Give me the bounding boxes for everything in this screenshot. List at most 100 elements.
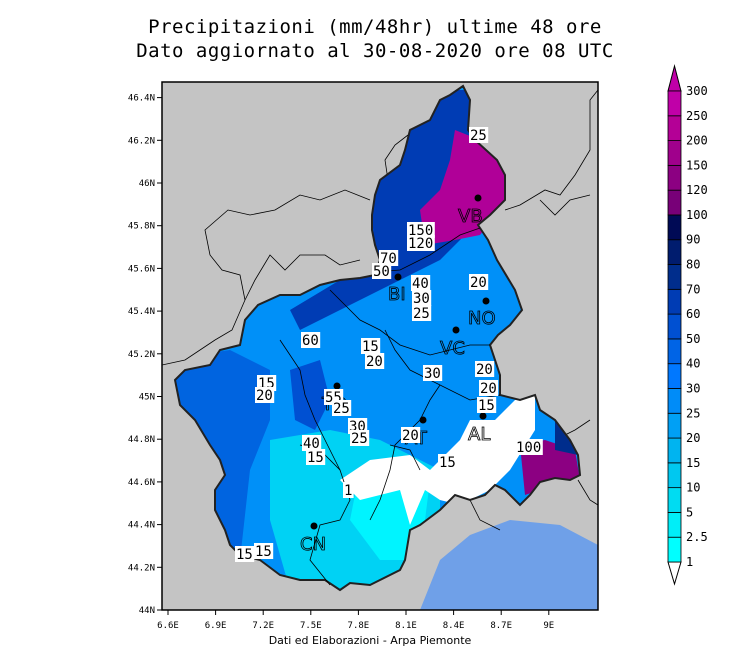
sea [420,520,598,610]
colorbar-swatch [667,189,682,216]
city-label-no: NO [468,308,496,329]
contour-label-bg [301,332,321,348]
contour-label-bg [411,275,431,291]
contour-label: 25 [333,401,350,417]
axis-ticks: 6.6E 6.9E 7.2E 7.5E 7.8E 8.1E 8.4E 8.7E 9E 46.4N 4… [128,94,554,631]
contour-label-bg [254,543,274,559]
colorbar-level-label: 200 [686,134,708,148]
contour-label: 25 [413,306,430,322]
contour-label-bg [423,365,443,381]
city-label-vc: VC [440,338,465,359]
contour-label: 100 [516,440,541,456]
city-label-cn: CN [300,534,326,555]
contour-label-bg [306,449,326,465]
lat-tick-label: 46.2N [128,136,155,146]
lat-tick-label: 44N [139,606,155,616]
data-credit: Dati ed Elaborazioni - Arpa Piemonte [268,634,472,647]
contour-label-bg [412,290,432,306]
contour-label: 60 [302,333,319,349]
contour-label: 40 [303,436,320,452]
colorbar-level-label: 300 [686,84,708,98]
neighbor-borders [162,89,598,531]
contour-label: 1 [344,483,352,499]
rain-zone-vb-heavy [420,130,505,245]
contour-label-bg [372,263,392,279]
colorbar-bottom-arrow [667,561,682,586]
contour-label: 25 [470,128,487,144]
colorbar-level-label: 30 [686,381,700,395]
colorbar-swatch [667,164,682,191]
contour-label-bg [401,427,421,443]
lat-tick-label: 45N [139,393,155,403]
colorbar-swatch [667,462,682,489]
colorbar-swatch [667,115,682,141]
contour-label: 20 [402,428,419,444]
lon-tick-label: 7.5E [300,621,322,631]
map-title-line2: Dato aggiornato al 30-08-2020 ore 08 UTC [136,40,614,62]
colorbar-swatch [667,90,682,117]
city-marker-bi [394,273,402,281]
contour-label-bg [332,400,352,416]
contour-label-bg [515,439,543,455]
contour-label: 15 [439,455,456,471]
map-title-line1: Precipitazioni (mm/48hr) ultime 48 ore [148,16,602,38]
colorbar-level-label: 5 [686,505,693,519]
city-marker-at [419,416,427,424]
colorbar-level-label: 80 [686,258,700,272]
colorbar-swatch [667,437,682,464]
colorbar-swatch [667,512,682,538]
colorbar-level-label: 120 [686,183,708,197]
contour-label: 20 [256,388,273,404]
colorbar-level-label: 40 [686,357,700,371]
contour-label: 15 [255,544,272,560]
lat-tick-label: 45.2N [128,350,155,360]
colorbar-level-label: 250 [686,109,708,123]
lat-tick-label: 46N [139,179,155,189]
colorbar-level-label: 2.5 [686,530,708,544]
colorbar-swatch [667,363,682,389]
lon-tick-label: 7.8E [348,621,370,631]
colorbar-level-label: 70 [686,282,700,296]
city-label-al: AL [468,424,490,445]
lon-tick-label: 8.7E [490,621,512,631]
contour-label-bg [469,274,489,290]
lat-tick-label: 44.2N [128,563,155,573]
contour-label-bg [379,250,399,266]
contour-label: 30 [413,291,430,307]
city-label-bi: BI [388,284,406,305]
contour-label-bg [361,338,381,354]
contour-label: 50 [373,264,390,280]
contour-label-bg [343,482,354,498]
contour-label-bg [235,546,255,562]
rain-zone-to-dark [290,360,330,430]
city-marker-cn [310,522,318,530]
colorbar-level-label: 10 [686,481,700,495]
colorbar-swatch [667,239,682,265]
colorbar-legend: 1 2.5 5 10 15 20 25 30 40 50 60 70 80 90 100 120 150 200 2… [667,64,708,586]
colorbar-level-label: 50 [686,332,700,346]
piemonte-border [173,84,582,592]
colorbar-swatch [667,288,682,315]
colorbar-swatch [667,140,682,166]
contour-label: 25 [351,431,368,447]
colorbar-level-label: 20 [686,431,700,445]
city-marker-al [479,412,487,420]
colorbar-swatch [667,214,682,241]
lat-tick-label: 46.4N [128,94,155,104]
contour-label-bg [412,305,432,321]
colorbar-swatch [667,313,682,340]
colorbar-swatch [667,338,682,365]
colorbar-level-label: 150 [686,158,708,172]
contour-label-bg [365,353,385,369]
contour-label-bg [407,235,435,251]
rain-zone-north-dark [290,90,470,330]
contour-label: 40 [412,276,429,292]
colorbar-swatch [667,264,682,290]
city-marker-vc [452,326,460,334]
contour-label-bg [407,222,435,238]
lon-tick-label: 6.6E [157,621,179,631]
contour-label-bg [469,127,489,143]
map-frame [161,81,599,611]
